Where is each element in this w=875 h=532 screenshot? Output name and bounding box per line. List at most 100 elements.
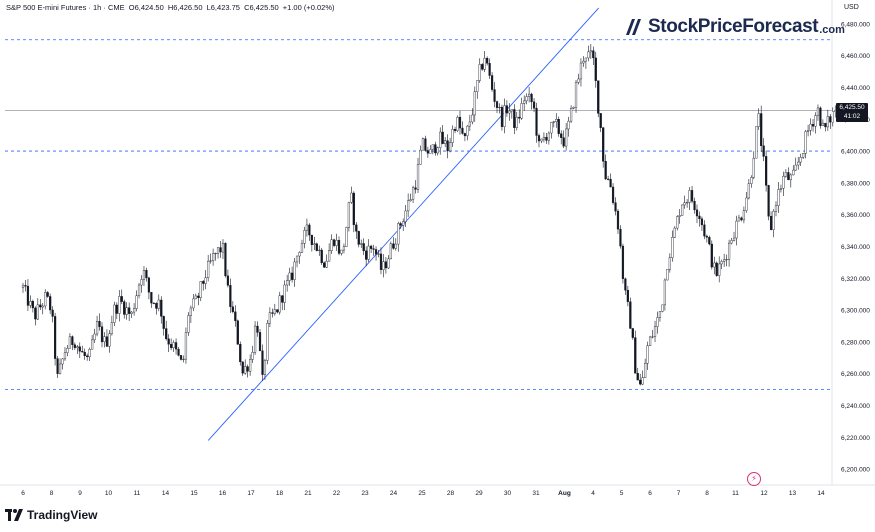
candle-body xyxy=(229,285,232,307)
candle-body xyxy=(737,217,741,222)
candle-body xyxy=(592,50,595,59)
candle-body xyxy=(557,119,560,134)
candle-body xyxy=(616,210,620,230)
candle-body xyxy=(483,57,486,70)
tradingview-label: TradingView xyxy=(27,508,98,522)
candle-body xyxy=(394,243,397,249)
candle-body xyxy=(115,304,118,314)
symbol-title[interactable]: S&P 500 E-mini Futures · 1h · CME xyxy=(6,3,125,12)
candle-body xyxy=(725,259,728,261)
candle-body xyxy=(804,131,807,154)
candle-body xyxy=(505,105,508,114)
candle-body xyxy=(688,190,691,203)
candle-body xyxy=(715,262,718,276)
candle-body xyxy=(325,260,328,268)
price-tick-label: 6,380.000 xyxy=(841,180,870,187)
candle-body xyxy=(732,237,736,241)
price-tick-label: 6,260.000 xyxy=(841,371,870,378)
candle-body xyxy=(750,177,753,184)
candle-body xyxy=(525,96,528,102)
candle-body xyxy=(528,93,531,97)
candle-body xyxy=(478,64,481,81)
candle-body xyxy=(110,322,113,334)
candle-body xyxy=(572,106,575,109)
time-tick-label: Aug xyxy=(558,490,571,497)
candle-body xyxy=(695,209,699,217)
candle-body xyxy=(656,317,659,327)
candle-body xyxy=(535,108,538,136)
candle-body xyxy=(379,253,383,270)
candle-body xyxy=(542,136,546,140)
candle-body xyxy=(584,57,587,62)
candle-body xyxy=(44,292,47,307)
price-axis: 6,200.000 6,220.000 6,240.000 6,260.000 6,28… xyxy=(831,0,870,485)
candle-body xyxy=(332,239,336,246)
candle-body xyxy=(821,122,825,126)
candle-body xyxy=(668,257,671,270)
brand-name: StockPriceForecast xyxy=(648,16,819,37)
candle-body xyxy=(624,278,627,291)
time-tick-label: 22 xyxy=(333,490,341,497)
candle-body xyxy=(648,336,652,346)
candle-body xyxy=(762,145,765,157)
candle-body xyxy=(377,253,380,255)
candle-body xyxy=(91,339,94,350)
candle-body xyxy=(520,103,523,119)
candle-body xyxy=(167,338,170,345)
candle-body xyxy=(718,263,721,276)
candle-body xyxy=(498,106,501,108)
ohlc-close: C6,425.50 xyxy=(244,3,279,12)
candle-body xyxy=(824,122,827,128)
candle-body xyxy=(607,178,610,180)
tradingview-icon xyxy=(5,509,23,521)
candle-body xyxy=(449,142,452,152)
candle-body xyxy=(772,211,775,230)
candle-body xyxy=(594,57,597,81)
currency-label[interactable]: USD xyxy=(844,4,859,11)
candle-body xyxy=(323,262,326,268)
time-tick-label: 5 xyxy=(620,490,624,497)
time-tick-label: 13 xyxy=(789,490,797,497)
candle-body xyxy=(374,249,378,255)
candle-body xyxy=(189,307,192,316)
candle-body xyxy=(147,277,151,293)
time-tick-label: 12 xyxy=(760,490,768,497)
candle-body xyxy=(523,100,526,104)
candle-body xyxy=(120,296,123,302)
candle-body xyxy=(414,187,417,190)
candle-body xyxy=(735,220,738,239)
tradingview-logo[interactable]: TradingView xyxy=(5,508,97,522)
candle-body xyxy=(794,164,797,171)
candle-body xyxy=(291,272,294,280)
candle-body xyxy=(192,298,195,309)
candle-body xyxy=(152,302,155,304)
candle-body xyxy=(320,249,323,264)
time-tick-label: 24 xyxy=(390,490,398,497)
flash-icon[interactable]: ⚡ xyxy=(747,472,761,486)
candle-body xyxy=(81,351,84,353)
candle-body xyxy=(819,107,822,126)
candle-body xyxy=(468,121,471,127)
candle-body xyxy=(409,199,412,202)
candle-body xyxy=(56,358,59,374)
candle-body xyxy=(239,344,242,363)
candle-body xyxy=(224,243,227,277)
candle-body xyxy=(132,308,136,313)
price-tick-label: 6,320.000 xyxy=(841,276,870,283)
candle-body xyxy=(24,285,27,287)
candle-body xyxy=(671,237,674,258)
candle-body xyxy=(488,63,491,76)
candle-body xyxy=(604,161,607,180)
candle-body xyxy=(453,129,457,131)
candle-body xyxy=(328,250,331,262)
candle-body xyxy=(567,120,570,130)
candle-body xyxy=(95,321,99,335)
candle-body xyxy=(466,125,469,137)
candle-body xyxy=(402,221,405,226)
candle-body xyxy=(473,91,476,116)
time-tick-label: 31 xyxy=(532,490,540,497)
candle-body xyxy=(295,255,299,263)
candle-body xyxy=(399,223,402,226)
candle-body xyxy=(582,60,585,64)
